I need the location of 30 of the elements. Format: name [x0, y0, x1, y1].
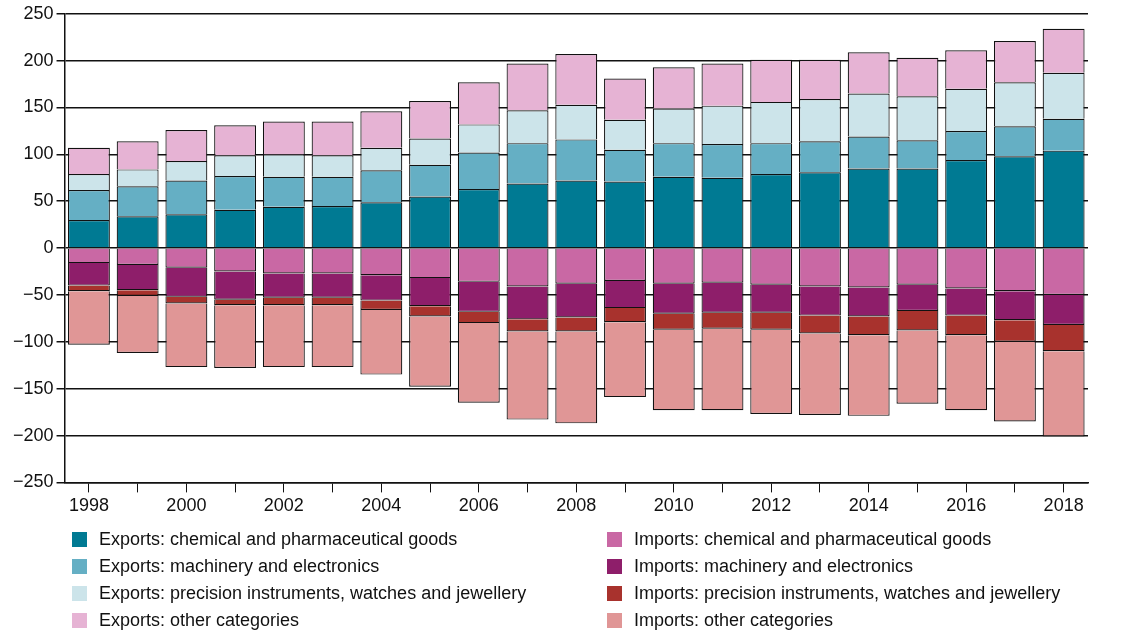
x-tick-label: 2012: [751, 495, 792, 516]
y-tick-label: 0: [43, 237, 54, 258]
x-tick-label: 2004: [361, 495, 402, 516]
legend-label: Exports: machinery and electronics: [99, 556, 380, 577]
y-tick-label: 50: [33, 190, 54, 211]
x-tick-label: 2006: [458, 495, 499, 516]
x-tick-label: 2014: [848, 495, 889, 516]
y-tick-label: 250: [23, 2, 54, 23]
x-tick-label: 2008: [556, 495, 597, 516]
x-tick-label: 2016: [946, 495, 987, 516]
y-tick-label: 200: [23, 49, 54, 70]
x-tick-label: 1998: [68, 495, 109, 516]
legend-label: Imports: chemical and pharmaceutical goods: [634, 529, 992, 550]
y-tick-label: −100: [13, 330, 54, 351]
x-tick-label: 2002: [263, 495, 304, 516]
y-tick-label: −50: [23, 283, 54, 304]
legend-label: Imports: precision instruments, watches and jewellery: [634, 583, 1061, 604]
x-tick-label: 2010: [653, 495, 694, 516]
x-tick-label: 2000: [166, 495, 207, 516]
legend-label: Imports: machinery and electronics: [634, 556, 914, 577]
legend-label: Exports: other categories: [99, 610, 300, 631]
y-tick-label: −250: [13, 471, 54, 492]
y-tick-label: 150: [23, 96, 54, 117]
legend-label: Exports: chemical and pharmaceutical goods: [99, 529, 458, 550]
y-tick-label: −200: [13, 424, 54, 445]
y-tick-label: 100: [23, 143, 54, 164]
legend-label: Imports: other categories: [634, 610, 834, 631]
y-tick-label: −150: [13, 377, 54, 398]
legend-label: Exports: precision instruments, watches and jewellery: [99, 583, 527, 604]
x-tick-label: 2018: [1043, 495, 1084, 516]
